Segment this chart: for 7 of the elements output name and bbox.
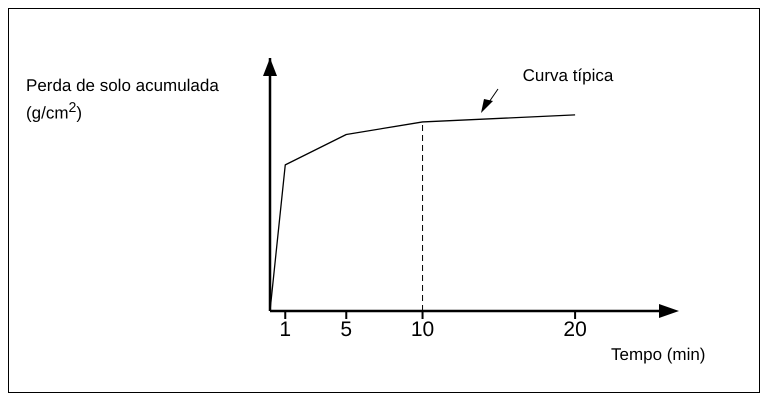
x-tick-label: 20 [563,318,587,341]
x-tick-label: 1 [279,318,292,341]
text: Curva típica [522,66,614,85]
y-axis-title: Perda de solo acumulada (g/cm$^{2}$) [26,75,220,125]
x-tick-label: 5 [340,318,352,341]
x-tick-label: 10 [410,318,434,341]
x-axis-title: Tempo (min) [611,345,706,365]
